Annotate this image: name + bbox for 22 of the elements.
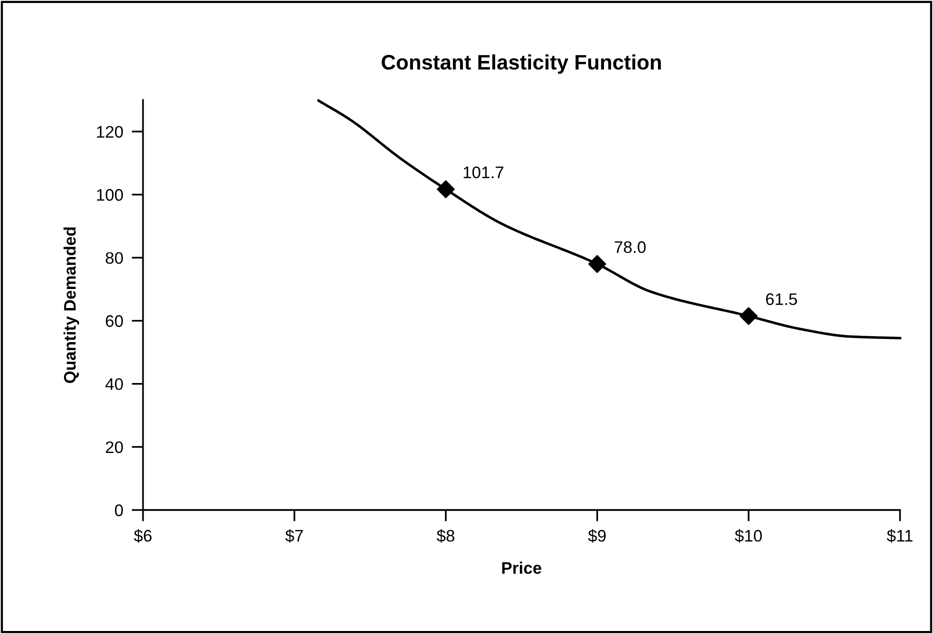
x-tick-label: $10 — [734, 529, 762, 543]
x-tick-label: $9 — [588, 529, 606, 543]
chart-title: Constant Elasticity Function — [382, 54, 661, 74]
data-label: 61.5 — [766, 293, 798, 306]
data-label: 101.7 — [464, 166, 504, 178]
y-tick-label: 100 — [97, 189, 123, 201]
y-tick-label: 20 — [106, 441, 123, 454]
x-tick-label: $6 — [134, 529, 152, 543]
data-label: 78.0 — [614, 241, 646, 254]
y-tick-label: 60 — [106, 315, 123, 327]
y-axis-title: Quantity Demanded — [64, 227, 80, 384]
y-tick-label: 0 — [114, 504, 123, 516]
x-axis-title: Price — [502, 562, 542, 574]
x-tick-label: $11 — [886, 529, 912, 543]
y-tick-label: 80 — [106, 252, 123, 264]
point — [588, 255, 606, 273]
y-tick-label: 120 — [97, 126, 123, 138]
x-tick-label: $8 — [436, 529, 454, 543]
point — [436, 180, 455, 198]
y-tick-label: 40 — [105, 378, 123, 390]
point — [740, 307, 758, 325]
x-tick-label: $7 — [285, 529, 303, 543]
